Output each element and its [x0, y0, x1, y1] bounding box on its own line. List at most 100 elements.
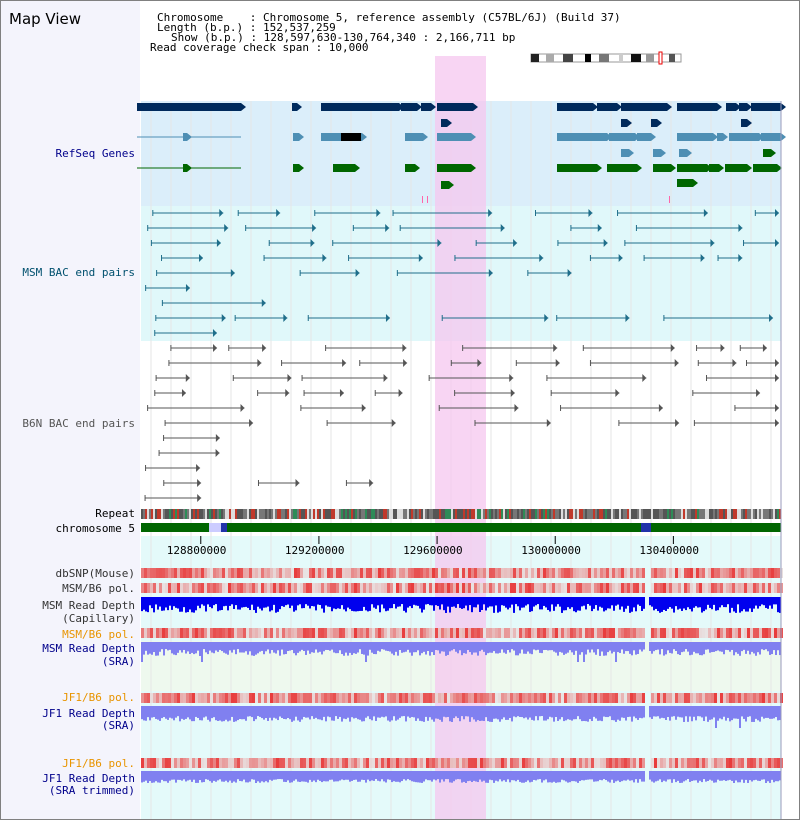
track-label-msm-depth-sra[interactable]: MSM Read Depth — [42, 642, 135, 655]
gene-feature[interactable] — [741, 119, 747, 127]
msm-depth-capillary-bar — [339, 597, 341, 609]
gene-feature[interactable] — [653, 149, 661, 157]
gene-feature[interactable] — [437, 103, 473, 111]
gene-feature[interactable] — [401, 103, 417, 111]
gene-feature[interactable] — [607, 164, 637, 172]
track-label-jf1-b6-pol-trimmed[interactable]: JF1/B6 pol. — [62, 757, 135, 770]
msm-b6-pol-heat-cell — [255, 583, 258, 593]
gene-feature[interactable] — [293, 164, 299, 172]
msm-depth-capillary-bar — [777, 597, 779, 613]
chromosome-bar[interactable] — [141, 523, 781, 532]
gene-feature[interactable] — [321, 133, 343, 141]
msm-depth-capillary-bar — [347, 597, 349, 608]
msm-depth-capillary-bar — [183, 597, 185, 608]
gene-feature[interactable] — [677, 133, 713, 141]
gene-feature[interactable] — [437, 164, 471, 172]
track-label-msm-depth-capillary[interactable]: MSM Read Depth — [42, 599, 135, 612]
gene-feature[interactable] — [726, 103, 736, 111]
gene-feature[interactable] — [441, 181, 449, 189]
repeat-feature — [457, 509, 459, 519]
gene-feature[interactable] — [137, 103, 241, 111]
gene-feature[interactable] — [725, 164, 747, 172]
gene-feature[interactable] — [653, 164, 671, 172]
gene-feature[interactable] — [753, 164, 777, 172]
gene-feature[interactable] — [621, 149, 629, 157]
gene-feature[interactable] — [729, 133, 759, 141]
msm-depth-capillary-bar — [213, 597, 215, 606]
jf1-b6-heat-cell — [582, 693, 585, 703]
jf1-depth-sra-bar — [397, 706, 399, 720]
jf1-b6-heat-cell — [429, 693, 432, 703]
gene-feature[interactable] — [763, 149, 771, 157]
gene-feature[interactable] — [651, 119, 657, 127]
jf1-b6-trim-heat-cell — [561, 758, 564, 768]
gene-feature[interactable] — [739, 103, 747, 111]
jf1-depth-trim-bar — [315, 771, 317, 783]
gene-feature[interactable] — [333, 164, 355, 172]
msm-b6-pol-heat-cell — [573, 583, 576, 593]
msm-depth-sra-bar — [737, 642, 739, 654]
msm-depth-sra-bar — [325, 642, 327, 650]
repeat-feature — [709, 509, 711, 519]
track-label-chromosome[interactable]: chromosome 5 — [55, 522, 135, 535]
gene-feature[interactable] — [421, 103, 431, 111]
gene-feature[interactable] — [441, 119, 447, 127]
msm-b6-pol-heat-cell — [519, 583, 522, 593]
msm-b6-pol-heat-cell — [546, 583, 549, 593]
msm-b6-pol-heat-cell — [738, 583, 741, 593]
msm-b6-pol-heat-cell — [405, 583, 408, 593]
gene-feature[interactable] — [649, 103, 667, 111]
track-label-msm-b6-pol-sra[interactable]: MSM/B6 pol. — [62, 628, 135, 641]
gene-feature[interactable] — [557, 164, 597, 172]
gene-feature[interactable] — [761, 133, 781, 141]
gene-feature[interactable] — [405, 164, 415, 172]
jf1-b6-trim-heat-cell — [756, 758, 759, 768]
repeat-feature — [763, 509, 765, 519]
gene-feature[interactable] — [405, 133, 423, 141]
track-label-dbsnp[interactable]: dbSNP(Mouse) — [55, 567, 135, 580]
track-label-msm-b6-pol[interactable]: MSM/B6 pol. — [62, 582, 135, 595]
track-label-jf1-b6-pol[interactable]: JF1/B6 pol. — [62, 691, 135, 704]
track-label-msm-bac[interactable]: MSM BAC end pairs — [22, 266, 135, 279]
msm-b6-sra-heat-cell — [654, 628, 657, 638]
jf1-b6-trim-heat-cell — [705, 758, 708, 768]
gene-feature[interactable] — [321, 103, 399, 111]
ideogram-position-marker — [658, 51, 663, 65]
gene-feature[interactable] — [677, 179, 693, 187]
jf1-b6-heat-cell — [567, 693, 570, 703]
gene-feature[interactable] — [717, 133, 723, 141]
gene-feature[interactable] — [637, 133, 651, 141]
repeat-feature — [557, 509, 559, 519]
jf1-depth-sra-bar — [273, 706, 275, 718]
gene-feature[interactable] — [557, 133, 607, 141]
gene-feature[interactable] — [751, 103, 781, 111]
gene-feature[interactable] — [183, 133, 187, 141]
gene-feature[interactable] — [597, 103, 617, 111]
track-label-jf1-depth-sra[interactable]: JF1 Read Depth — [42, 707, 135, 720]
gene-feature[interactable] — [679, 149, 687, 157]
gene-feature[interactable] — [557, 103, 593, 111]
repeat-feature — [695, 509, 697, 519]
dbsnp-heat-cell — [693, 568, 696, 578]
jf1-b6-trim-heat-cell — [150, 758, 153, 768]
track-label-refseq-genes[interactable]: RefSeq Genes — [55, 147, 135, 160]
gene-feature[interactable] — [621, 119, 627, 127]
gene-feature[interactable] — [709, 164, 719, 172]
gene-feature[interactable] — [183, 164, 187, 172]
gene-feature[interactable] — [437, 133, 471, 141]
jf1-depth-sra-bar — [711, 706, 713, 720]
track-label-jf1-depth-trimmed[interactable]: JF1 Read Depth — [42, 772, 135, 785]
gene-feature[interactable] — [677, 164, 707, 172]
gene-feature[interactable] — [621, 103, 657, 111]
gene-feature[interactable] — [609, 133, 635, 141]
gene-feature[interactable] — [677, 103, 717, 111]
track-label-repeat[interactable]: Repeat — [95, 507, 135, 520]
repeat-feature — [637, 509, 639, 519]
jf1-b6-trim-heat-cell — [144, 758, 147, 768]
jf1-depth-sra-bar — [761, 706, 763, 717]
gene-feature[interactable] — [293, 133, 299, 141]
gene-feature[interactable] — [292, 103, 297, 111]
track-label-b6n-bac[interactable]: B6N BAC end pairs — [22, 417, 135, 430]
msm-depth-capillary-bar — [541, 597, 543, 610]
